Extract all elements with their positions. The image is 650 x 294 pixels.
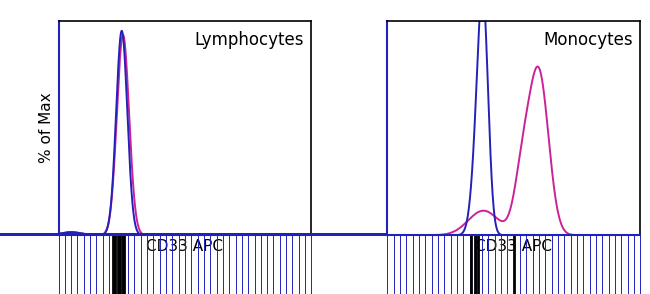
Text: Lymphocytes: Lymphocytes xyxy=(194,31,304,49)
Text: Monocytes: Monocytes xyxy=(543,31,632,49)
X-axis label: CD33 APC: CD33 APC xyxy=(475,239,552,254)
Y-axis label: % of Max: % of Max xyxy=(40,93,55,163)
X-axis label: CD33 APC: CD33 APC xyxy=(146,239,224,254)
